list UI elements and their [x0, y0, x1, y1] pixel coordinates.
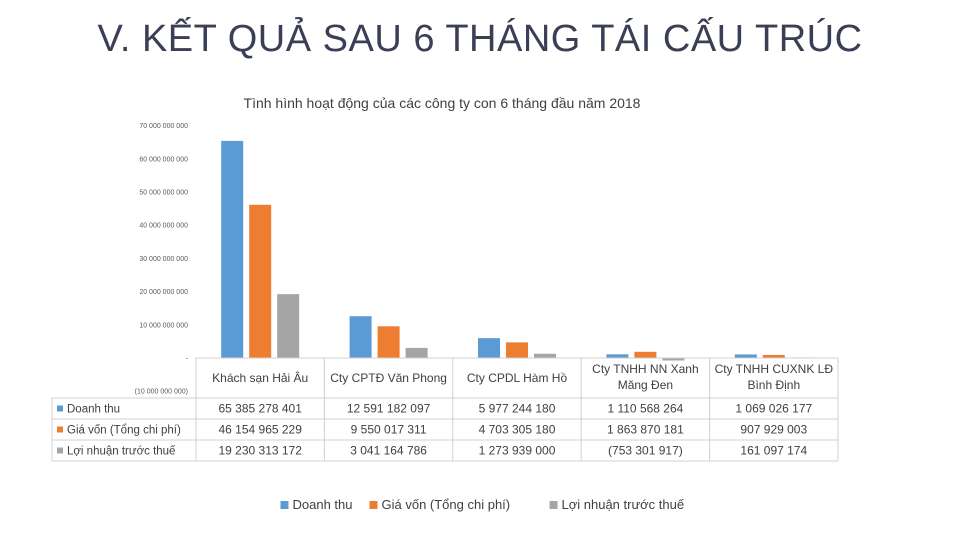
data-label: 1 110 568 264 — [607, 402, 683, 416]
row-label: Lợi nhuận trước thuế — [67, 446, 176, 458]
y-axis: (10 000 000 000) - 10 000 000 000 20 000 00… — [135, 123, 189, 396]
data-label: 12 591 182 097 — [347, 402, 431, 416]
bar — [249, 204, 272, 358]
y-tick-label: (10 000 000 000) — [135, 389, 188, 396]
row-legend-key — [57, 447, 63, 454]
chart-title: Tình hình hoạt động của các công ty con … — [244, 95, 641, 111]
legend-key — [549, 501, 558, 509]
data-label: 3 041 164 786 — [350, 444, 427, 458]
bar — [221, 140, 244, 358]
category-label: Bình Định — [747, 378, 800, 392]
bars — [221, 140, 813, 361]
y-tick-label: 30 000 000 000 — [139, 256, 188, 263]
y-tick-label: 60 000 000 000 — [139, 156, 188, 163]
slide-title: V. KẾT QUẢ SAU 6 THÁNG TÁI CẤU TRÚC — [97, 18, 863, 60]
y-tick-label: 50 000 000 000 — [139, 190, 188, 197]
bar — [662, 358, 685, 361]
data-label: 5 977 244 180 — [479, 402, 556, 416]
bar — [762, 354, 785, 358]
data-label: 46 154 965 229 — [218, 423, 302, 437]
data-label: 1 069 026 177 — [735, 402, 812, 416]
legend-entry: Giá vốn (Tổng chi phí) — [382, 497, 511, 512]
data-label: 907 929 003 — [740, 423, 807, 437]
data-table: Khách sạn Hải Âu Cty CPTĐ Văn Phong Cty CP… — [51, 357, 839, 462]
bar — [377, 326, 400, 358]
row-label: Giá vốn (Tổng chi phí) — [67, 425, 181, 437]
category-label: Cty CPTĐ Văn Phong — [330, 371, 447, 385]
category-label: Khách sạn Hải Âu — [212, 370, 308, 385]
bar — [634, 351, 657, 358]
data-label: 4 703 305 180 — [479, 423, 556, 437]
category-label: Cty TNHH NN Xanh — [592, 362, 698, 376]
category-label: Cty TNHH CUXNK LĐ — [715, 362, 834, 376]
category-label: Cty CPDL Hàm Hồ — [467, 371, 568, 385]
y-tick-label: 20 000 000 000 — [139, 289, 188, 296]
legend-key — [280, 501, 289, 509]
row-legend-key — [57, 426, 63, 433]
row-legend-key — [57, 405, 63, 412]
y-tick-label: - — [186, 356, 189, 363]
bar — [405, 347, 428, 358]
data-label: 19 230 313 172 — [218, 444, 302, 458]
bar — [506, 342, 528, 358]
y-tick-label: 40 000 000 000 — [139, 223, 188, 230]
bar — [534, 353, 556, 358]
data-label: 1 273 939 000 — [479, 444, 556, 458]
bar — [734, 354, 757, 358]
bar — [478, 338, 500, 358]
legend: Doanh thu Giá vốn (Tổng chi phí) Lợi nhuận… — [280, 497, 685, 512]
legend-key — [369, 501, 378, 509]
row-label: Doanh thu — [67, 404, 120, 416]
category-label: Măng Đen — [618, 378, 673, 392]
bar — [277, 294, 300, 358]
data-label: (753 301 917) — [608, 444, 683, 458]
data-label: 65 385 278 401 — [218, 402, 302, 416]
data-label: 1 863 870 181 — [607, 423, 684, 437]
bar — [606, 354, 629, 358]
bar — [349, 316, 372, 358]
data-label: 9 550 017 311 — [351, 423, 427, 437]
legend-entry: Lợi nhuận trước thuế — [562, 497, 685, 512]
y-tick-label: 70 000 000 000 — [139, 123, 188, 130]
data-label: 161 097 174 — [740, 444, 807, 458]
y-tick-label: 10 000 000 000 — [139, 322, 188, 329]
legend-entry: Doanh thu — [293, 497, 353, 512]
